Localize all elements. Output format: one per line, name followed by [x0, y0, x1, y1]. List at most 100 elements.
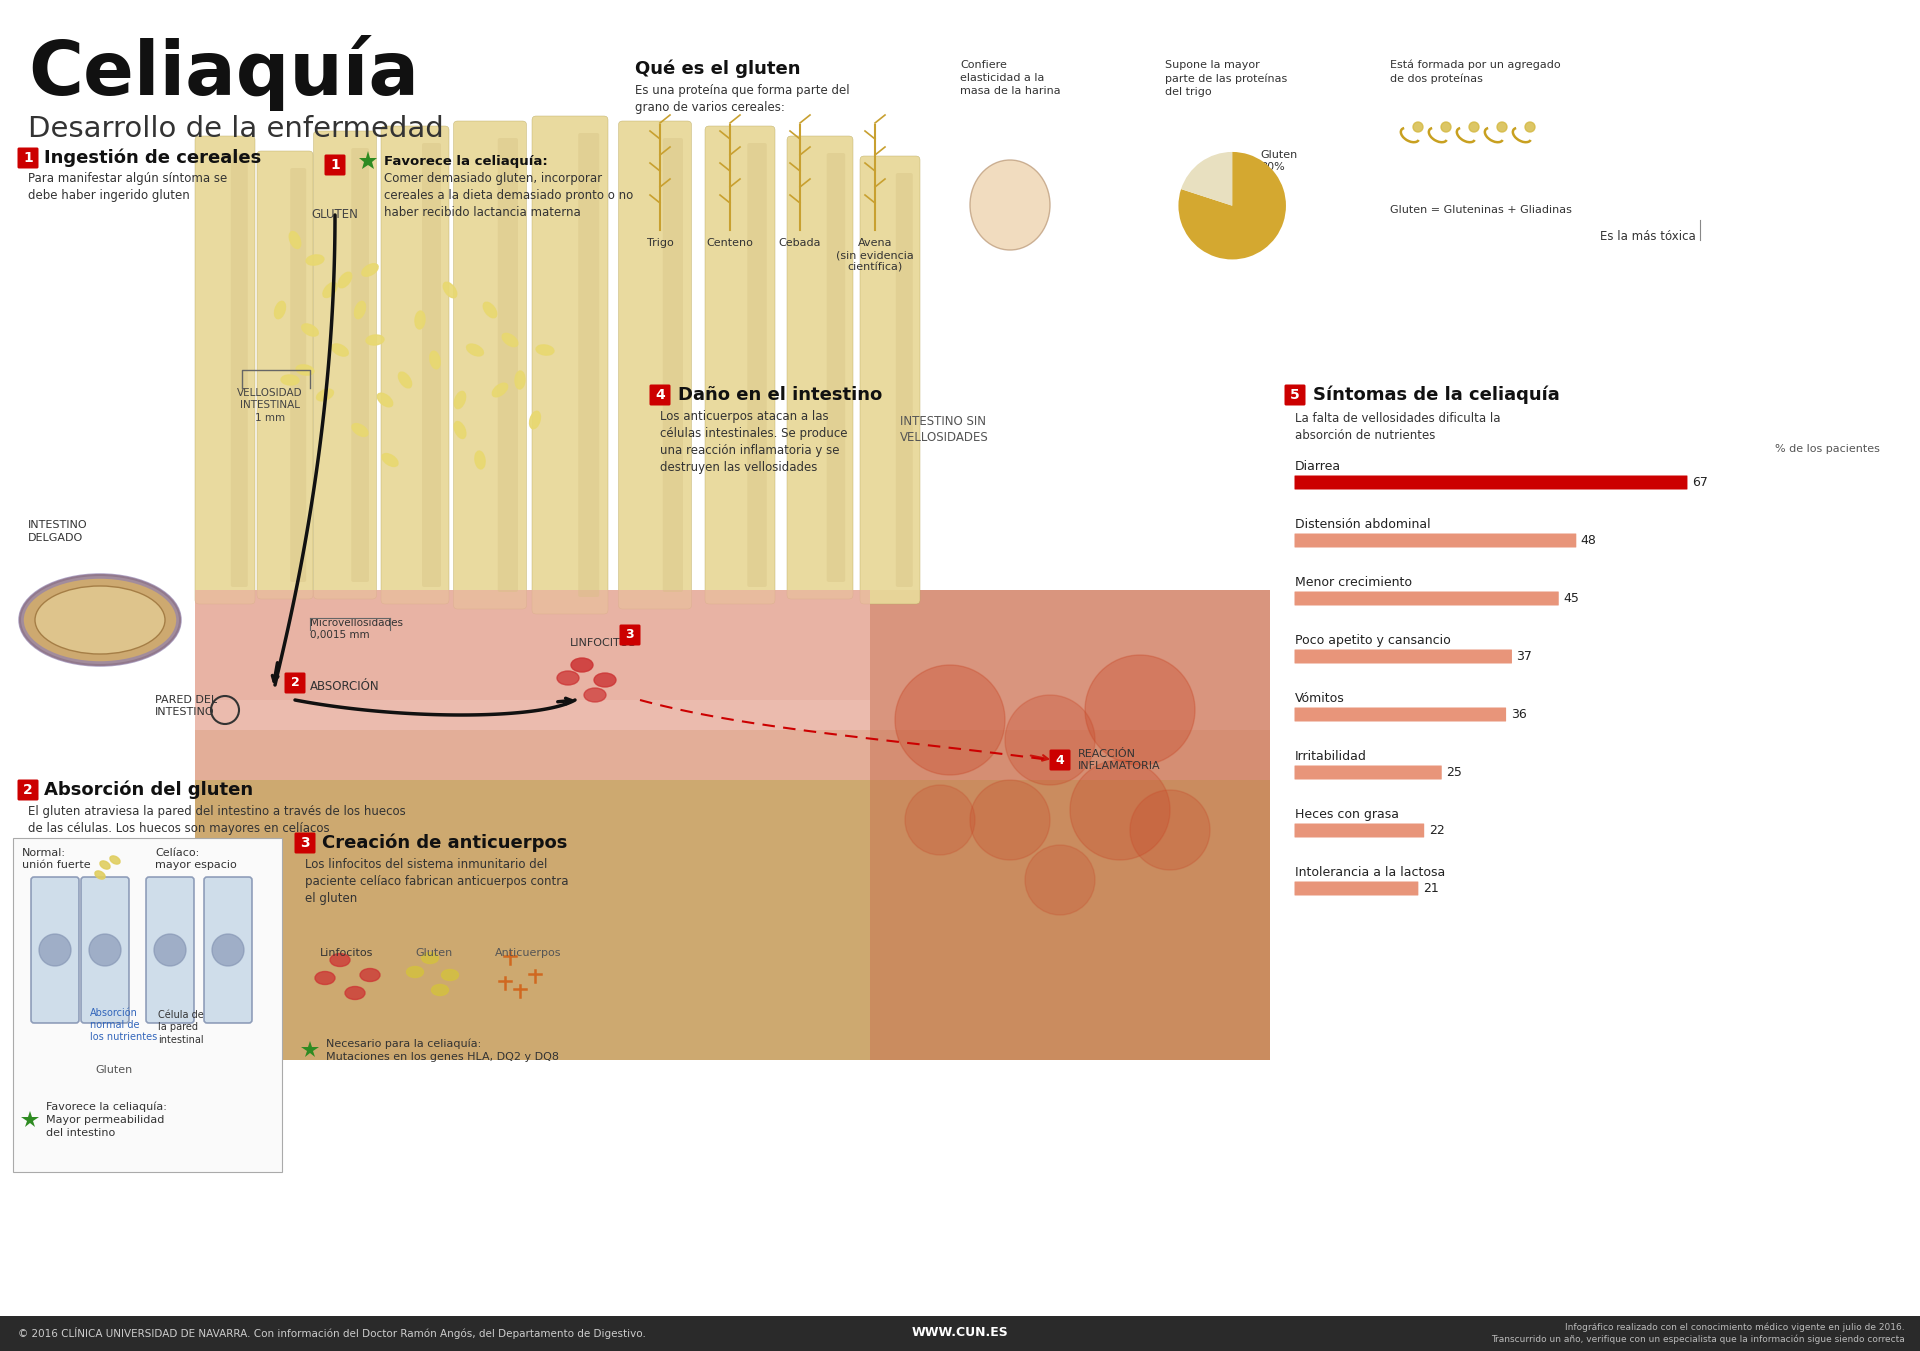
Ellipse shape — [455, 422, 467, 439]
Text: Es la más tóxica: Es la más tóxica — [1599, 230, 1695, 243]
Text: Gluten: Gluten — [415, 948, 453, 958]
Ellipse shape — [100, 861, 109, 869]
Circle shape — [154, 934, 186, 966]
Circle shape — [904, 785, 975, 855]
Text: 45: 45 — [1563, 592, 1578, 605]
FancyBboxPatch shape — [196, 136, 255, 604]
Ellipse shape — [455, 392, 467, 408]
Circle shape — [895, 665, 1004, 775]
Text: Intolerancia a la lactosa: Intolerancia a la lactosa — [1294, 866, 1446, 880]
Text: Es una proteína que forma parte del
grano de varios cereales:: Es una proteína que forma parte del gran… — [636, 84, 851, 113]
Text: Absorción del gluten: Absorción del gluten — [44, 781, 253, 800]
FancyBboxPatch shape — [380, 126, 449, 604]
Text: Favorece la celiaquía:: Favorece la celiaquía: — [384, 155, 547, 168]
Ellipse shape — [382, 454, 397, 466]
Text: 22: 22 — [1428, 824, 1444, 838]
FancyBboxPatch shape — [1050, 750, 1071, 770]
Text: 3: 3 — [300, 836, 309, 850]
Text: Está formada por un agregado
de dos proteínas: Está formada por un agregado de dos prot… — [1390, 59, 1561, 84]
Ellipse shape — [280, 376, 300, 385]
Text: El gluten atraviesa la pared del intestino a través de los huecos
de las células: El gluten atraviesa la pared del intesti… — [29, 805, 405, 835]
FancyBboxPatch shape — [860, 155, 920, 604]
Text: Irritabilidad: Irritabilidad — [1294, 750, 1367, 763]
Ellipse shape — [346, 986, 365, 1000]
Ellipse shape — [432, 985, 449, 996]
FancyBboxPatch shape — [618, 122, 691, 609]
FancyBboxPatch shape — [1294, 534, 1576, 547]
Ellipse shape — [444, 282, 457, 297]
Circle shape — [211, 934, 244, 966]
Text: 5: 5 — [1290, 388, 1300, 403]
Ellipse shape — [536, 345, 555, 355]
FancyBboxPatch shape — [747, 143, 766, 586]
Text: Heces con grasa: Heces con grasa — [1294, 808, 1400, 821]
Ellipse shape — [378, 393, 394, 407]
Text: Ingestión de cereales: Ingestión de cereales — [44, 149, 261, 168]
Ellipse shape — [484, 303, 497, 317]
FancyBboxPatch shape — [1294, 824, 1425, 838]
Text: 37: 37 — [1517, 650, 1532, 663]
Text: Favorece la celiaquía:
Mayor permeabilidad
del intestino: Favorece la celiaquía: Mayor permeabilid… — [46, 1101, 167, 1139]
FancyBboxPatch shape — [31, 877, 79, 1023]
FancyBboxPatch shape — [230, 153, 248, 586]
Ellipse shape — [94, 871, 106, 880]
Text: 2: 2 — [290, 677, 300, 689]
Ellipse shape — [407, 966, 424, 978]
Text: 4: 4 — [1056, 754, 1064, 766]
Ellipse shape — [515, 372, 524, 389]
Text: VELLOSIDAD
INTESTINAL
1 mm: VELLOSIDAD INTESTINAL 1 mm — [238, 388, 303, 423]
Ellipse shape — [315, 971, 334, 985]
Text: Linfocitos: Linfocitos — [321, 948, 372, 958]
Text: Los linfocitos del sistema inmunitario del
paciente celíaco fabrican anticuerpos: Los linfocitos del sistema inmunitario d… — [305, 858, 568, 905]
FancyBboxPatch shape — [290, 168, 305, 582]
Circle shape — [1498, 122, 1507, 132]
Text: 3: 3 — [626, 628, 634, 642]
Circle shape — [970, 780, 1050, 861]
Text: 1: 1 — [330, 158, 340, 172]
Text: 1: 1 — [23, 151, 33, 165]
FancyBboxPatch shape — [257, 151, 313, 598]
Ellipse shape — [361, 263, 378, 276]
FancyBboxPatch shape — [828, 153, 845, 582]
Ellipse shape — [361, 969, 380, 981]
Text: Qué es el gluten: Qué es el gluten — [636, 59, 801, 78]
Text: INTESTINO SIN
VELLOSIDADES: INTESTINO SIN VELLOSIDADES — [900, 415, 989, 444]
Text: REACCIÓN
INFLAMATORIA: REACCIÓN INFLAMATORIA — [1077, 748, 1160, 771]
Ellipse shape — [305, 255, 324, 265]
Polygon shape — [196, 590, 870, 700]
Text: Síntomas de la celiaquía: Síntomas de la celiaquía — [1313, 386, 1559, 404]
Text: Daño en el intestino: Daño en el intestino — [678, 386, 883, 404]
Text: © 2016 CLÍNICA UNIVERSIDAD DE NAVARRA. Con información del Doctor Ramón Angós, d: © 2016 CLÍNICA UNIVERSIDAD DE NAVARRA. C… — [17, 1327, 645, 1339]
FancyBboxPatch shape — [532, 116, 609, 613]
FancyBboxPatch shape — [0, 1316, 1920, 1351]
Ellipse shape — [367, 335, 384, 345]
Ellipse shape — [323, 282, 338, 297]
Text: Cebada: Cebada — [780, 238, 822, 249]
Ellipse shape — [19, 576, 180, 665]
Ellipse shape — [557, 671, 580, 685]
Ellipse shape — [503, 334, 518, 347]
FancyBboxPatch shape — [146, 877, 194, 1023]
Ellipse shape — [301, 324, 319, 336]
FancyBboxPatch shape — [13, 838, 282, 1173]
Ellipse shape — [593, 673, 616, 688]
Text: 2: 2 — [23, 784, 33, 797]
Text: Comer demasiado gluten, incorporar
cereales a la dieta demasiado pronto o no
hab: Comer demasiado gluten, incorporar cerea… — [384, 172, 634, 219]
FancyBboxPatch shape — [1294, 766, 1442, 780]
Ellipse shape — [584, 688, 607, 703]
Circle shape — [1131, 790, 1210, 870]
Text: Diarrea: Diarrea — [1294, 459, 1342, 473]
FancyBboxPatch shape — [662, 138, 684, 592]
Circle shape — [1069, 761, 1169, 861]
Ellipse shape — [467, 345, 484, 355]
Ellipse shape — [338, 273, 351, 288]
Text: Celiaquía: Celiaquía — [29, 35, 419, 111]
Circle shape — [1004, 694, 1094, 785]
Text: GLUTEN: GLUTEN — [311, 208, 359, 222]
Ellipse shape — [275, 301, 286, 319]
Text: Trigo: Trigo — [647, 238, 674, 249]
Ellipse shape — [430, 351, 440, 369]
Ellipse shape — [970, 159, 1050, 250]
Text: Creación de anticuerpos: Creación de anticuerpos — [323, 834, 568, 852]
Text: Distensión abdominal: Distensión abdominal — [1294, 517, 1430, 531]
